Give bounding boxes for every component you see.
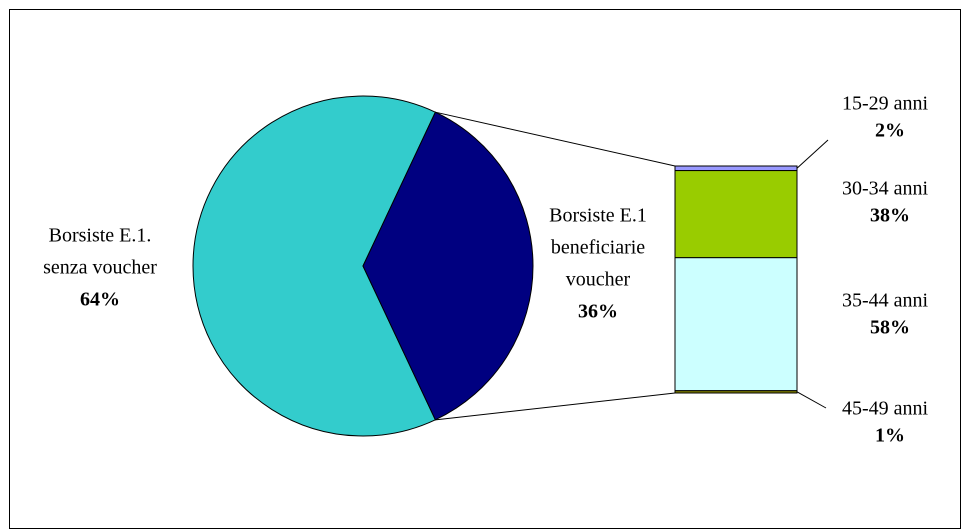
slice-value-label: 36% xyxy=(578,301,618,323)
slice-label: senza voucher xyxy=(43,257,157,279)
segment-value-label: 58% xyxy=(870,317,910,339)
slice-label: voucher xyxy=(566,269,631,291)
leader-line xyxy=(796,139,829,169)
segment-label: 15-29 anni xyxy=(842,93,929,115)
segment-label: 35-44 anni xyxy=(842,290,929,312)
segment-value-label: 38% xyxy=(870,205,910,227)
slice-label: Borsiste E.1. xyxy=(49,225,152,247)
slice-label: beneficiarie xyxy=(551,237,645,259)
segment-value-label: 2% xyxy=(875,120,905,142)
leader-line xyxy=(796,391,827,409)
slice-value-label: 64% xyxy=(80,289,120,311)
bar-segment xyxy=(674,170,798,259)
bar-segment xyxy=(674,257,798,392)
pie-slice xyxy=(362,111,534,421)
connector-line xyxy=(435,392,676,421)
connector-line xyxy=(435,111,676,167)
segment-label: 45-49 anni xyxy=(842,398,929,420)
segment-value-label: 1% xyxy=(875,425,905,447)
pie-slice xyxy=(192,95,437,437)
bar-segment xyxy=(674,165,798,172)
segment-label: 30-34 anni xyxy=(842,178,929,200)
slice-label: Borsiste E.1 xyxy=(549,205,647,227)
bar-segment xyxy=(674,390,798,394)
